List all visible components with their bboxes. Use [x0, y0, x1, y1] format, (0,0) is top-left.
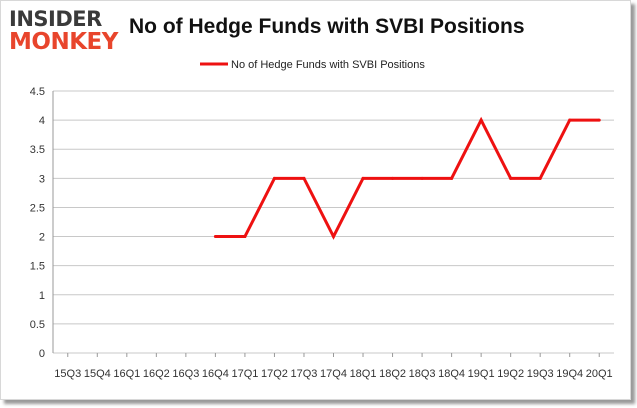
- insider-monkey-logo: INSIDER MONKEY: [9, 7, 119, 57]
- x-tick-label-3: 16Q2: [143, 368, 170, 380]
- y-tick-label-1: 0.5: [30, 319, 45, 331]
- series-line-0: [215, 116, 600, 240]
- x-tick-label-5: 16Q4: [202, 368, 229, 380]
- y-tick-label-6: 3: [39, 173, 45, 185]
- data-point-17Q2: [272, 176, 276, 180]
- x-tick-label-13: 18Q4: [438, 368, 465, 380]
- legend-label: No of Hedge Funds with SVBI Positions: [231, 59, 425, 71]
- data-point-16Q4: [213, 235, 217, 239]
- data-point-20Q1: [597, 118, 601, 122]
- x-tick-label-0: 15Q3: [54, 368, 81, 380]
- x-tick-label-16: 19Q3: [527, 368, 554, 380]
- y-tick-label-3: 1.5: [30, 261, 45, 273]
- x-tick-label-7: 17Q2: [261, 368, 288, 380]
- y-tick-label-4: 2: [39, 232, 45, 244]
- data-point-18Q2: [391, 176, 395, 180]
- x-tick-label-11: 18Q2: [379, 368, 406, 380]
- x-tick-label-9: 17Q4: [320, 368, 347, 380]
- data-point-18Q3: [420, 176, 424, 180]
- data-point-19Q1: [479, 118, 483, 122]
- x-tick-label-18: 20Q1: [586, 368, 613, 380]
- y-tick-label-5: 2.5: [30, 202, 45, 214]
- y-tick-label-7: 3.5: [30, 144, 45, 156]
- data-point-17Q4: [332, 235, 335, 239]
- y-tick-label-0: 0: [39, 348, 45, 360]
- y-tick-label-8: 4: [39, 115, 45, 127]
- logo-line-2: MONKEY: [9, 29, 118, 55]
- data-point-19Q3: [538, 176, 542, 180]
- x-tick-label-6: 17Q1: [231, 368, 258, 380]
- data-point-17Q3: [302, 176, 306, 180]
- chart-frame: INSIDER MONKEY No of Hedge Funds with SV…: [0, 0, 631, 400]
- data-point-19Q2: [509, 176, 513, 180]
- x-tick-label-10: 18Q1: [350, 368, 377, 380]
- chart-title: No of Hedge Funds with SVBI Positions: [129, 15, 525, 38]
- y-tick-label-9: 4.5: [30, 86, 45, 98]
- data-point-19Q4: [568, 118, 572, 122]
- x-tick-label-12: 18Q3: [409, 368, 436, 380]
- y-tick-label-2: 1: [39, 290, 45, 302]
- x-tick-label-17: 19Q4: [556, 368, 583, 380]
- logo-line-1: INSIDER: [9, 7, 102, 31]
- data-point-17Q1: [243, 235, 247, 239]
- x-tick-label-4: 16Q3: [172, 368, 199, 380]
- x-tick-label-8: 17Q3: [291, 368, 318, 380]
- x-tick-label-2: 16Q1: [113, 368, 140, 380]
- data-point-18Q1: [361, 176, 365, 180]
- x-tick-label-14: 19Q1: [468, 368, 495, 380]
- x-tick-label-15: 19Q2: [497, 368, 524, 380]
- data-point-18Q4: [450, 176, 454, 180]
- x-tick-label-1: 15Q4: [84, 368, 111, 380]
